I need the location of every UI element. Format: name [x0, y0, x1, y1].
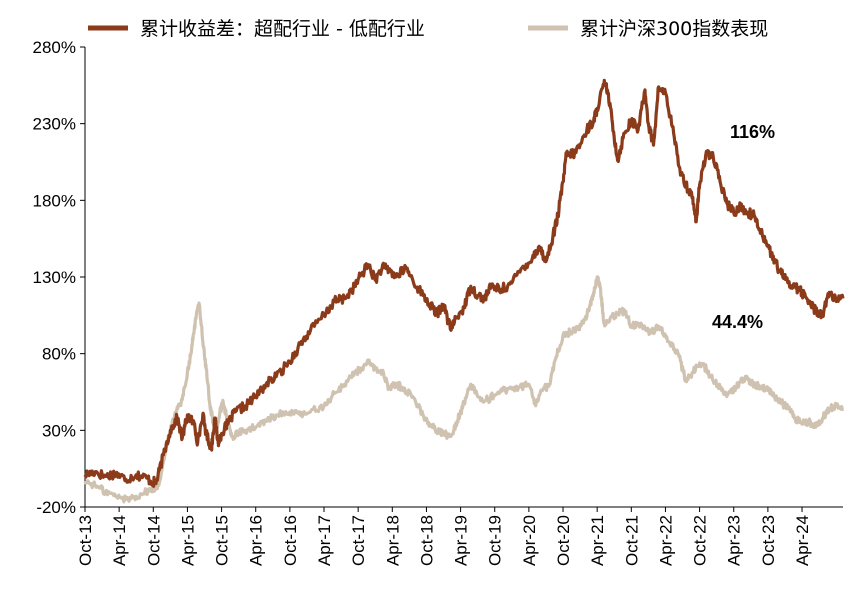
y-axis-ticks: -20% 30% 80% 130% 180% 230% 280%	[33, 38, 85, 517]
x-tick-label: Oct-17	[349, 515, 368, 566]
x-tick-label: Apr-24	[793, 515, 812, 566]
x-tick-label: Oct-14	[144, 515, 163, 566]
x-tick-label: Apr-15	[178, 515, 197, 566]
y-tick-label: 30%	[42, 421, 76, 440]
x-tick-label: Apr-17	[315, 515, 334, 566]
x-tick-label: Apr-20	[520, 515, 539, 566]
x-tick-label: Oct-21	[622, 515, 641, 566]
y-tick-label: -20%	[36, 498, 76, 517]
annotations: 116% 44.4%	[712, 122, 775, 332]
series-line-hs300	[83, 275, 845, 504]
x-tick-label: Apr-16	[247, 515, 266, 566]
x-tick-label: Apr-22	[656, 515, 675, 566]
x-tick-label: Oct-20	[554, 515, 573, 566]
y-tick-label: 280%	[33, 38, 76, 57]
x-tick-label: Apr-14	[110, 515, 129, 566]
x-tick-label: Oct-19	[486, 515, 505, 566]
x-tick-label: Apr-23	[725, 515, 744, 566]
x-tick-label: Oct-16	[281, 515, 300, 566]
legend: 累计收益差：超配行业 - 低配行业 累计沪深300指数表现	[88, 18, 768, 40]
series-layer	[83, 78, 845, 504]
x-tick-label: Oct-23	[759, 515, 778, 566]
y-tick-label: 130%	[33, 268, 76, 287]
annotation-primary-end: 116%	[730, 122, 775, 142]
legend-label-hs300: 累计沪深300指数表现	[580, 18, 768, 40]
legend-label-primary: 累计收益差：超配行业 - 低配行业	[140, 18, 425, 40]
x-tick-label: Oct-18	[417, 515, 436, 566]
series-line-primary	[83, 78, 845, 488]
y-tick-label: 230%	[33, 115, 76, 134]
x-tick-label: Oct-15	[213, 515, 232, 566]
x-axis-ticks: Oct-13 Apr-14 Oct-14 Apr-15 Oct-15 Apr-16 Oct-…	[76, 507, 812, 566]
y-tick-label: 80%	[42, 345, 76, 364]
annotation-hs300-end: 44.4%	[712, 312, 763, 332]
x-tick-label: Apr-21	[588, 515, 607, 566]
x-tick-label: Apr-18	[383, 515, 402, 566]
x-tick-label: Oct-22	[691, 515, 710, 566]
x-tick-label: Apr-19	[452, 515, 471, 566]
x-tick-label: Oct-13	[76, 515, 95, 566]
y-tick-label: 180%	[33, 191, 76, 210]
